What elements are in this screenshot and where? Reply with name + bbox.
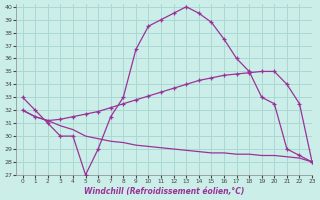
X-axis label: Windchill (Refroidissement éolien,°C): Windchill (Refroidissement éolien,°C) bbox=[84, 187, 244, 196]
